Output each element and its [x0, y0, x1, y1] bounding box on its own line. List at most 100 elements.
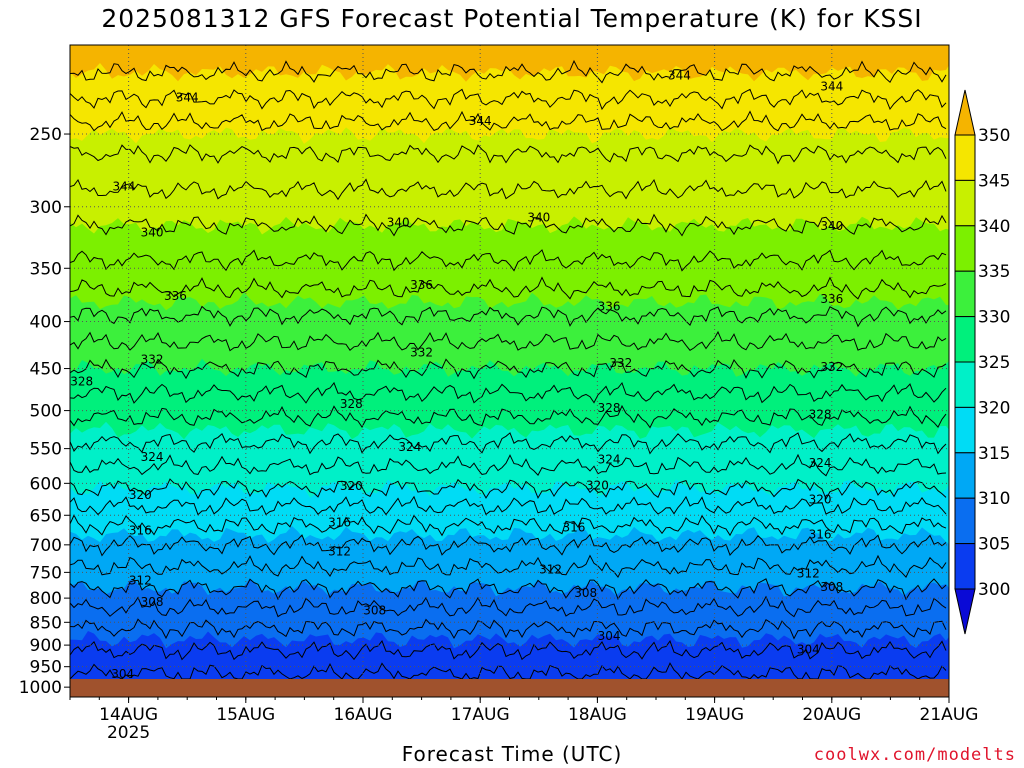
x-axis-ticks: 14AUG 15AUG 16AUG 17AUG 18AUG 19AUG 20AUG 21AUG…	[69, 697, 979, 743]
contour-302	[69, 662, 947, 680]
contour-label-312: 312	[328, 545, 351, 559]
contour-label-344: 344	[668, 69, 691, 83]
colorbar-label-330: 330	[978, 308, 1010, 328]
y-tick-label-350: 350	[30, 259, 62, 279]
contour-labels: 344 344 344 344 344 340 340 340 340 336 336 336 336 3…	[70, 69, 843, 681]
contour-label-324: 324	[141, 450, 164, 464]
contour-label-316: 316	[129, 523, 152, 537]
contour-lines	[69, 59, 947, 680]
contour-348	[69, 88, 947, 111]
contour-label-324: 324	[398, 440, 421, 454]
contour-label-316: 316	[563, 520, 586, 534]
y-tick-label-750: 750	[30, 563, 62, 583]
y-tick-label-600: 600	[30, 474, 62, 494]
contour-label-336: 336	[410, 278, 433, 292]
contour-346	[69, 110, 947, 132]
y-tick-label-650: 650	[30, 506, 62, 526]
colorbar-segment	[954, 316, 976, 363]
y-tick-label-950: 950	[30, 658, 62, 678]
contour-312	[69, 554, 947, 579]
contour-310	[69, 578, 947, 601]
contour-label-340: 340	[141, 226, 164, 240]
y-tick-label-550: 550	[30, 440, 62, 460]
colorbar-segment	[954, 225, 976, 272]
contour-330	[69, 358, 947, 380]
contour-326	[69, 404, 947, 429]
colorbar-top-arrow	[954, 89, 976, 136]
x-tick-label-17AUG: 17AUG	[451, 705, 510, 725]
contour-314	[69, 533, 947, 557]
colorbar-label-305: 305	[978, 535, 1010, 555]
contour-308	[69, 595, 947, 618]
contour-label-328: 328	[70, 375, 93, 389]
grid-lines	[70, 45, 950, 697]
contour-label-340: 340	[387, 215, 410, 229]
contour-342	[69, 178, 947, 201]
x-tick-label-19AUG: 19AUG	[685, 705, 744, 725]
colorbar-bottom-arrow	[954, 588, 976, 635]
x-axis-label: Forecast Time (UTC)	[401, 742, 623, 766]
colorbar-segment	[954, 361, 976, 408]
contour-334	[69, 305, 947, 328]
x-tick-label-18AUG: 18AUG	[568, 705, 627, 725]
contour-label-316: 316	[328, 516, 351, 530]
contour-label-328: 328	[598, 401, 621, 415]
colorbar-segment	[954, 134, 976, 181]
contour-336	[69, 276, 947, 300]
contour-340	[69, 213, 947, 237]
colorbar-segment	[954, 270, 976, 318]
colorbar-segment	[954, 452, 976, 499]
contour-label-316: 316	[809, 527, 832, 541]
contour-332	[69, 330, 947, 352]
colorbar-label-315: 315	[978, 444, 1010, 464]
contour-350	[69, 59, 947, 84]
terrain-strip	[70, 679, 949, 697]
contour-label-336: 336	[164, 289, 187, 303]
contour-label-320: 320	[586, 478, 609, 492]
x-year-label: 2025	[107, 723, 150, 743]
y-tick-label-800: 800	[30, 589, 62, 609]
contour-328	[69, 381, 947, 404]
y-tick-label-700: 700	[30, 536, 62, 556]
colorbar-label-350: 350	[978, 126, 1010, 146]
y-tick-label-300: 300	[30, 198, 62, 218]
credit-link[interactable]: coolwx.com/modelts	[813, 745, 1016, 765]
contour-320	[69, 478, 947, 501]
colorbar-label-340: 340	[978, 217, 1010, 237]
x-tick-label-21AUG: 21AUG	[920, 705, 979, 725]
contour-label-308: 308	[363, 603, 386, 617]
contour-label-312: 312	[129, 573, 152, 587]
contour-318	[69, 495, 947, 516]
contour-label-332: 332	[820, 360, 843, 374]
contour-label-328: 328	[809, 408, 832, 422]
colorbar-segment	[954, 406, 976, 454]
y-tick-label-400: 400	[30, 313, 62, 333]
contour-label-328: 328	[340, 397, 363, 411]
contour-label-340: 340	[527, 210, 550, 224]
contour-338	[69, 249, 947, 272]
contour-label-308: 308	[574, 586, 597, 600]
contour-label-308: 308	[820, 580, 843, 594]
contour-label-320: 320	[129, 488, 152, 502]
contour-label-312: 312	[797, 566, 820, 580]
contour-label-332: 332	[609, 356, 632, 370]
y-tick-label-1000: 1000	[19, 678, 62, 698]
colorbar-label-300: 300	[978, 580, 1010, 600]
contour-322	[69, 453, 947, 477]
contour-label-344: 344	[469, 114, 492, 128]
colorbar-segment	[954, 543, 976, 590]
contour-label-304: 304	[598, 629, 621, 643]
contour-label-304: 304	[797, 643, 820, 657]
colorbar-label-345: 345	[978, 171, 1010, 191]
y-tick-label-250: 250	[30, 125, 62, 145]
x-tick-label-15AUG: 15AUG	[216, 705, 275, 725]
contour-label-324: 324	[809, 456, 832, 470]
contour-label-340: 340	[820, 219, 843, 233]
contour-316	[69, 514, 947, 537]
contour-label-304: 304	[111, 667, 134, 681]
colorbar-label-310: 310	[978, 489, 1010, 509]
contour-label-324: 324	[598, 452, 621, 466]
contour-label-344: 344	[176, 90, 199, 104]
contour-label-332: 332	[141, 353, 164, 367]
